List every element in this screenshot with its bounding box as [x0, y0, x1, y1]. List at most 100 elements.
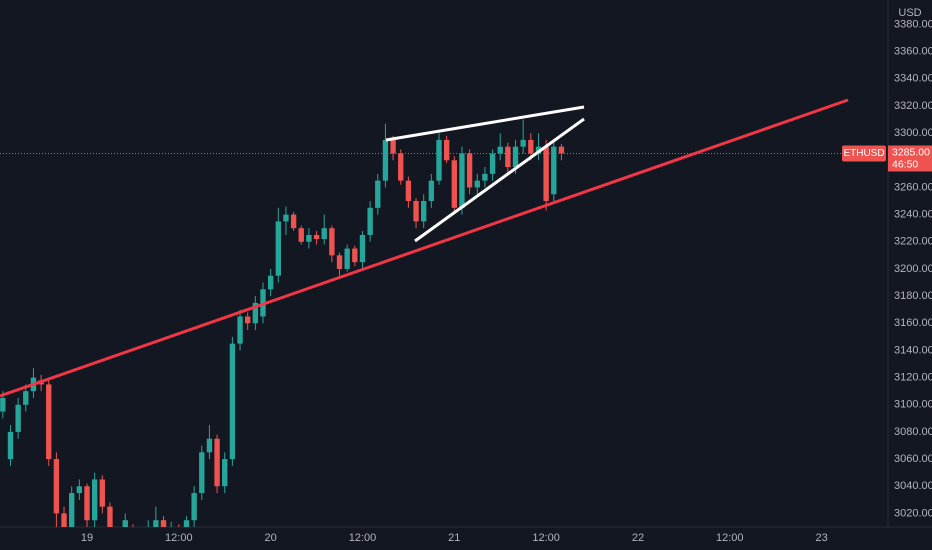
- y-tick-label: 3080.00: [894, 426, 932, 438]
- trend-line: [0, 98, 849, 398]
- candle-body: [443, 139, 450, 161]
- candle-body: [466, 153, 473, 188]
- candle-body: [214, 438, 220, 487]
- y-tick-label: 3380.00: [894, 18, 932, 30]
- candle-body: [474, 180, 480, 188]
- x-tick-label: 12:00: [532, 532, 560, 544]
- candle-body: [520, 139, 526, 147]
- y-tick-label: 3360.00: [894, 46, 932, 58]
- x-tick-label: 12:00: [716, 532, 744, 544]
- candle-body: [505, 146, 511, 168]
- candle-body: [551, 146, 557, 195]
- candle-body: [69, 493, 75, 527]
- last-price-label: 3285.00: [892, 146, 930, 158]
- candle-body: [413, 201, 419, 222]
- candle-body: [382, 139, 389, 181]
- candle-body: [405, 180, 412, 202]
- wedge-upper-line: [385, 105, 585, 142]
- candle-body: [344, 248, 350, 269]
- candle-body: [46, 384, 52, 460]
- x-tick-label: 12:00: [165, 532, 193, 544]
- candle-body: [528, 139, 534, 154]
- candle-body: [436, 139, 442, 181]
- candle-body: [245, 316, 251, 324]
- candle-body: [398, 153, 404, 181]
- x-tick-label: 19: [81, 532, 93, 544]
- candle-body: [329, 228, 335, 256]
- candle-body: [61, 513, 67, 527]
- x-tick-label: 22: [632, 532, 644, 544]
- candle-body: [84, 486, 90, 521]
- price-tag: [888, 145, 932, 172]
- candle-body: [222, 459, 228, 487]
- candle-body: [191, 493, 197, 521]
- y-tick-label: 3300.00: [894, 127, 932, 139]
- y-tick-label: 3340.00: [894, 73, 932, 85]
- candle-body: [313, 234, 320, 240]
- candle-body: [489, 153, 496, 174]
- candle-body: [321, 228, 327, 240]
- candle-body: [275, 221, 281, 276]
- candle-body: [199, 452, 205, 494]
- candle-body: [482, 173, 488, 181]
- y-tick-label: 3320.00: [894, 100, 932, 112]
- y-tick-label: 3220.00: [894, 236, 932, 248]
- candle-body: [7, 431, 14, 460]
- plot-area: [0, 119, 888, 527]
- candle-body: [428, 180, 435, 202]
- candle-body: [367, 207, 373, 235]
- symbol-tag: [842, 145, 886, 162]
- candle-body: [15, 404, 21, 432]
- candle-body: [252, 302, 259, 324]
- candle-body: [23, 391, 29, 405]
- y-tick-label: 3160.00: [894, 317, 932, 329]
- y-tick-label: 3060.00: [894, 453, 932, 465]
- candle-body: [359, 234, 366, 263]
- candle-body: [183, 520, 190, 527]
- x-tick-label: 23: [815, 532, 827, 544]
- candle-body: [283, 214, 289, 222]
- candle-body: [237, 316, 243, 344]
- candle-body: [298, 228, 304, 242]
- candle-body: [459, 153, 465, 208]
- wedge-lower-line: [414, 117, 585, 243]
- candle-body: [336, 255, 343, 269]
- candle-body: [267, 275, 274, 290]
- y-tick-label: 3140.00: [894, 344, 932, 356]
- countdown-label: 46:50: [892, 158, 918, 170]
- candle-body: [107, 506, 113, 527]
- y-tick-label: 3260.00: [894, 181, 932, 193]
- candle-body: [206, 438, 213, 453]
- x-tick-label: 21: [448, 532, 460, 544]
- candle-body: [0, 397, 6, 412]
- candle-body: [497, 146, 503, 154]
- y-tick-label: 3100.00: [894, 399, 932, 411]
- candle-body: [451, 160, 457, 208]
- symbol-label: ETHUSD: [843, 148, 884, 159]
- drawings: [0, 98, 849, 398]
- x-tick-label: 12:00: [349, 532, 377, 544]
- candle-body: [99, 479, 105, 507]
- candle-body: [122, 520, 128, 527]
- candle-body: [512, 146, 519, 168]
- y-tick-label: 3180.00: [894, 290, 932, 302]
- candle-body: [290, 214, 297, 229]
- y-tick-label: 3120.00: [894, 371, 932, 383]
- candle-body: [91, 479, 98, 521]
- candle-body: [306, 234, 312, 242]
- y-tick-label: 3020.00: [894, 507, 932, 519]
- candle-body: [76, 486, 83, 494]
- x-tick-label: 20: [265, 532, 277, 544]
- candle-body: [352, 248, 358, 263]
- candle-body: [229, 343, 236, 460]
- y-tick-label: 3200.00: [894, 263, 932, 275]
- candle-body: [558, 146, 565, 154]
- candle-body: [421, 201, 427, 222]
- candle-body: [53, 459, 60, 514]
- candle-body: [375, 180, 381, 208]
- candle-body: [153, 520, 159, 527]
- candle-body: [543, 146, 549, 202]
- currency-label: USD: [898, 7, 921, 19]
